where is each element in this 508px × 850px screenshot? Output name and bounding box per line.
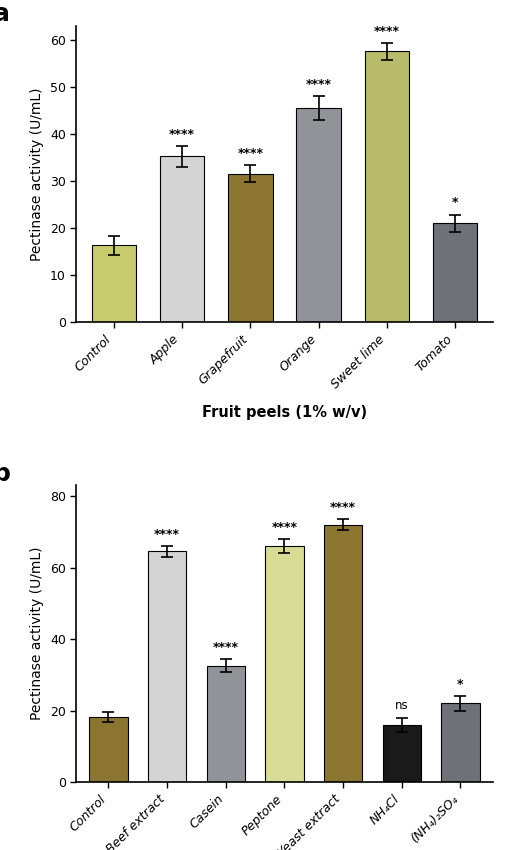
Bar [324, 524, 362, 782]
Bar [160, 156, 204, 322]
Text: *: * [452, 196, 458, 209]
Y-axis label: Pectinase activity (U/mL): Pectinase activity (U/mL) [30, 87, 44, 261]
Bar [265, 546, 304, 782]
X-axis label: Fruit peels (1% w/v): Fruit peels (1% w/v) [202, 405, 367, 420]
Text: ****: **** [237, 147, 263, 160]
Bar [91, 246, 136, 322]
Bar [365, 51, 409, 322]
Text: *: * [457, 678, 464, 691]
Y-axis label: Pectinase activity (U/mL): Pectinase activity (U/mL) [30, 547, 44, 721]
Text: ****: **** [213, 641, 239, 654]
Text: ****: **** [271, 520, 298, 534]
Bar [441, 703, 480, 782]
Bar [433, 224, 478, 322]
Text: ****: **** [306, 78, 332, 91]
Text: b: b [0, 462, 11, 485]
Bar [297, 108, 341, 322]
Bar [383, 725, 421, 782]
Text: a: a [0, 2, 10, 25]
Bar [89, 717, 128, 782]
Bar [148, 552, 186, 782]
Bar [207, 666, 245, 782]
Text: ****: **** [330, 501, 356, 514]
Bar [228, 174, 272, 322]
Text: ns: ns [395, 700, 408, 712]
Text: ****: **** [374, 25, 400, 37]
Text: ****: **** [169, 128, 195, 141]
Text: ****: **** [154, 528, 180, 541]
